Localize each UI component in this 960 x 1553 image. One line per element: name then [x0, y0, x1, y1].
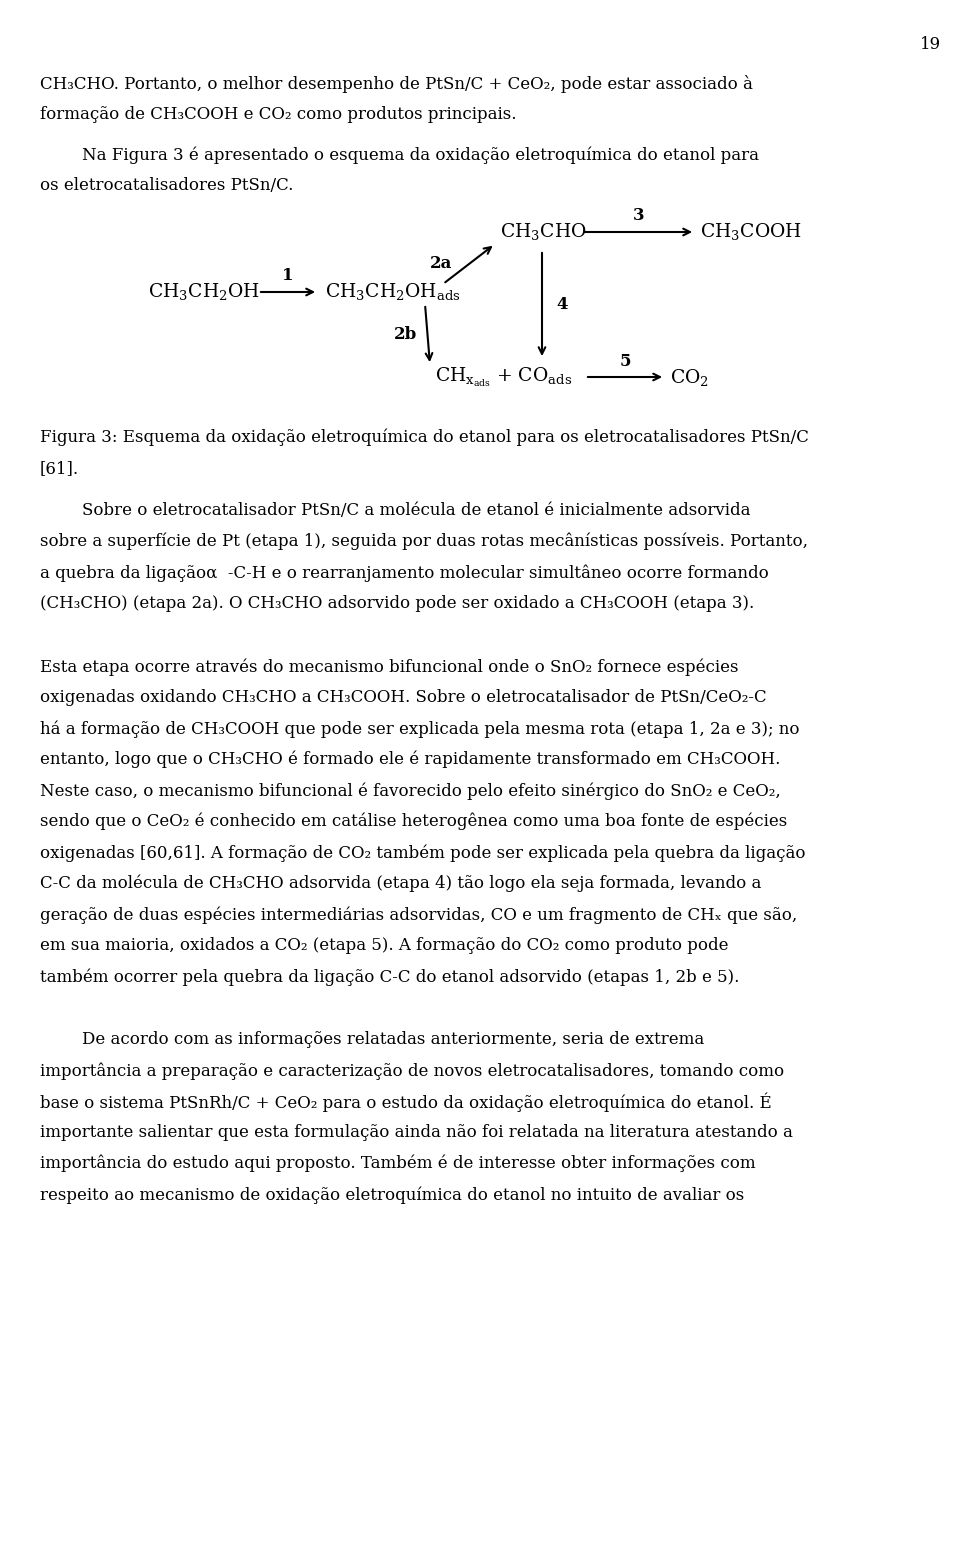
- Text: oxigenadas oxidando CH₃CHO a CH₃COOH. Sobre o eletrocatalisador de PtSn/CeO₂-C: oxigenadas oxidando CH₃CHO a CH₃COOH. So…: [40, 690, 767, 707]
- Text: Figura 3: Esquema da oxidação eletroquímica do etanol para os eletrocatalisadore: Figura 3: Esquema da oxidação eletroquím…: [40, 429, 809, 447]
- Text: também ocorrer pela quebra da ligação C-C do etanol adsorvido (etapas 1, 2b e 5): também ocorrer pela quebra da ligação C-…: [40, 968, 739, 986]
- Text: $\mathregular{CO_2}$: $\mathregular{CO_2}$: [670, 367, 709, 388]
- Text: oxigenadas [60,61]. A formação de CO₂ também pode ser explicada pela quebra da l: oxigenadas [60,61]. A formação de CO₂ ta…: [40, 843, 805, 862]
- Text: entanto, logo que o CH₃CHO é formado ele é rapidamente transformado em CH₃COOH.: entanto, logo que o CH₃CHO é formado ele…: [40, 752, 780, 769]
- Text: $\mathregular{CH_{x_{ads}}}$ + $\mathregular{CO_{ads}}$: $\mathregular{CH_{x_{ads}}}$ + $\mathreg…: [435, 365, 572, 388]
- Text: geração de duas espécies intermediárias adsorvidas, CO e um fragmento de CHₓ que: geração de duas espécies intermediárias …: [40, 905, 797, 924]
- Text: [61].: [61].: [40, 460, 79, 477]
- Text: 5: 5: [619, 353, 631, 370]
- Text: (CH₃CHO) (etapa 2a). O CH₃CHO adsorvido pode ser oxidado a CH₃COOH (etapa 3).: (CH₃CHO) (etapa 2a). O CH₃CHO adsorvido …: [40, 595, 755, 612]
- Text: sendo que o CeO₂ é conhecido em catálise heterogênea como uma boa fonte de espéc: sendo que o CeO₂ é conhecido em catálise…: [40, 814, 787, 831]
- Text: Esta etapa ocorre através do mecanismo bifuncional onde o SnO₂ fornece espécies: Esta etapa ocorre através do mecanismo b…: [40, 658, 738, 676]
- Text: Neste caso, o mecanismo bifuncional é favorecido pelo efeito sinérgico do SnO₂ e: Neste caso, o mecanismo bifuncional é fa…: [40, 783, 780, 800]
- Text: a quebra da ligaçãoα  -C-H e o rearranjamento molecular simultâneo ocorre forman: a quebra da ligaçãoα -C-H e o rearranjam…: [40, 564, 769, 581]
- Text: sobre a superfície de Pt (etapa 1), seguida por duas rotas mecânísticas possívei: sobre a superfície de Pt (etapa 1), segu…: [40, 533, 808, 550]
- Text: importante salientar que esta formulação ainda não foi relatada na literatura at: importante salientar que esta formulação…: [40, 1124, 793, 1141]
- Text: 1: 1: [282, 267, 294, 284]
- Text: importância do estudo aqui proposto. Também é de interesse obter informações com: importância do estudo aqui proposto. Tam…: [40, 1155, 756, 1173]
- Text: CH₃CHO. Portanto, o melhor desempenho de PtSn/C + CeO₂, pode estar associado à: CH₃CHO. Portanto, o melhor desempenho de…: [40, 75, 753, 93]
- Text: 2b: 2b: [394, 326, 418, 343]
- Text: Na Figura 3 é apresentado o esquema da oxidação eletroquímica do etanol para: Na Figura 3 é apresentado o esquema da o…: [40, 146, 759, 163]
- Text: há a formação de CH₃COOH que pode ser explicada pela mesma rota (etapa 1, 2a e 3: há a formação de CH₃COOH que pode ser ex…: [40, 721, 800, 738]
- Text: Sobre o eletrocatalisador PtSn/C a molécula de etanol é inicialmente adsorvida: Sobre o eletrocatalisador PtSn/C a moléc…: [40, 502, 751, 519]
- Text: 3: 3: [633, 208, 644, 225]
- Text: importância a preparação e caracterização de novos eletrocatalisadores, tomando : importância a preparação e caracterizaçã…: [40, 1062, 784, 1079]
- Text: $\mathregular{CH_3COOH}$: $\mathregular{CH_3COOH}$: [700, 222, 802, 242]
- Text: C-C da molécula de CH₃CHO adsorvida (etapa 4) tão logo ela seja formada, levando: C-C da molécula de CH₃CHO adsorvida (eta…: [40, 874, 761, 893]
- Text: respeito ao mecanismo de oxidação eletroquímica do etanol no intuito de avaliar : respeito ao mecanismo de oxidação eletro…: [40, 1186, 744, 1204]
- Text: $\mathregular{CH_3CHO}$: $\mathregular{CH_3CHO}$: [500, 222, 587, 242]
- Text: 19: 19: [920, 36, 941, 53]
- Text: base o sistema PtSnRh/C + CeO₂ para o estudo da oxidação eletroquímica do etanol: base o sistema PtSnRh/C + CeO₂ para o es…: [40, 1093, 772, 1112]
- Text: em sua maioria, oxidados a CO₂ (etapa 5). A formação do CO₂ como produto pode: em sua maioria, oxidados a CO₂ (etapa 5)…: [40, 936, 729, 954]
- Text: os eletrocatalisadores PtSn/C.: os eletrocatalisadores PtSn/C.: [40, 177, 294, 194]
- Text: 4: 4: [556, 297, 567, 314]
- Text: $\mathregular{CH_3CH_2OH}$: $\mathregular{CH_3CH_2OH}$: [148, 281, 260, 303]
- Text: $\mathregular{CH_3CH_2OH_{ads}}$: $\mathregular{CH_3CH_2OH_{ads}}$: [325, 281, 461, 303]
- Text: De acordo com as informações relatadas anteriormente, seria de extrema: De acordo com as informações relatadas a…: [40, 1031, 705, 1048]
- Text: formação de CH₃COOH e CO₂ como produtos principais.: formação de CH₃COOH e CO₂ como produtos …: [40, 106, 516, 123]
- Text: 2a: 2a: [430, 256, 452, 272]
